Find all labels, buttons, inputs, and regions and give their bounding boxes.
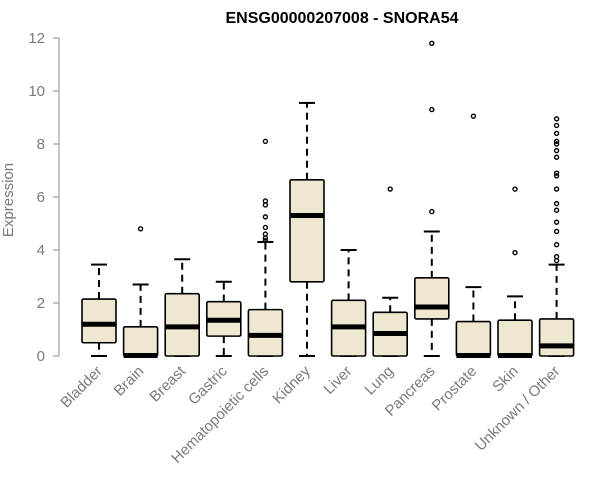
outlier-point — [429, 208, 435, 215]
box-iqr — [413, 277, 450, 320]
outlier-point — [553, 122, 560, 129]
outlier-point — [553, 241, 560, 248]
outlier-point — [553, 207, 560, 213]
outlier-point — [429, 106, 435, 113]
box-iqr — [497, 319, 533, 357]
box-pancreas — [413, 40, 450, 357]
box-iqr — [455, 320, 492, 357]
chart-title: ENSG00000207008 - SNORA54 — [225, 10, 458, 27]
outlier-point — [262, 198, 269, 204]
box-liver — [330, 249, 367, 357]
box-group — [81, 40, 575, 358]
box-skin — [497, 186, 533, 358]
outlier-point — [553, 154, 560, 160]
box-prostate — [455, 113, 492, 358]
box-breast — [164, 258, 200, 357]
y-axis-label: Expression — [0, 163, 17, 237]
box-iqr — [122, 326, 159, 357]
outlier-point — [553, 138, 560, 145]
x-tick-label: Breast — [146, 362, 189, 405]
outlier-point — [387, 186, 393, 192]
box-lung — [372, 186, 409, 357]
outlier-point — [553, 170, 560, 176]
x-tick-label: Prostate — [429, 363, 481, 415]
y-axis: 0 2 4 6 8 10 12 — [28, 30, 60, 365]
y-tick-label: 12 — [28, 30, 45, 47]
box-iqr — [289, 178, 325, 283]
y-tick-label: 8 — [37, 136, 45, 153]
y-tick-label: 2 — [37, 295, 45, 312]
box-brain — [122, 226, 159, 358]
outlier-point — [553, 253, 560, 260]
box-iqr — [247, 308, 284, 357]
outlier-point — [553, 200, 560, 207]
box-kidney — [289, 101, 325, 357]
box-iqr — [538, 318, 575, 357]
outlier-point — [553, 173, 560, 179]
outlier-point — [553, 186, 560, 192]
outlier-point — [553, 147, 560, 154]
box-gastric — [206, 280, 242, 357]
outlier-point — [512, 186, 518, 192]
box-bladder — [81, 263, 117, 357]
x-tick-label: Liver — [320, 363, 355, 398]
outlier-point — [553, 228, 560, 235]
outlier-point — [512, 249, 518, 256]
outlier-point — [262, 214, 269, 220]
outlier-point — [262, 224, 269, 231]
x-tick-label: Skin — [489, 363, 522, 396]
box-iqr — [81, 298, 117, 344]
outlier-point — [429, 40, 435, 46]
box-unknown-other — [538, 116, 575, 357]
outlier-point — [553, 116, 560, 122]
outlier-point — [262, 138, 269, 145]
outlier-point — [137, 226, 144, 232]
x-tick-label: Lung — [361, 363, 397, 399]
x-tick-label: Bladder — [57, 363, 106, 412]
y-tick-label: 0 — [37, 348, 45, 365]
outlier-point — [553, 130, 560, 137]
y-tick-label: 6 — [37, 189, 45, 206]
box-hematopoietic-cells — [247, 138, 284, 357]
y-tick-label: 4 — [37, 242, 45, 259]
outlier-point — [553, 141, 560, 147]
x-tick-label: Kidney — [269, 362, 314, 407]
outlier-point — [470, 113, 477, 119]
y-tick-label: 10 — [28, 83, 45, 100]
outlier-point — [553, 219, 560, 225]
outlier-point — [262, 238, 269, 244]
outlier-point — [262, 231, 269, 237]
x-tick-label: Brain — [111, 363, 148, 400]
